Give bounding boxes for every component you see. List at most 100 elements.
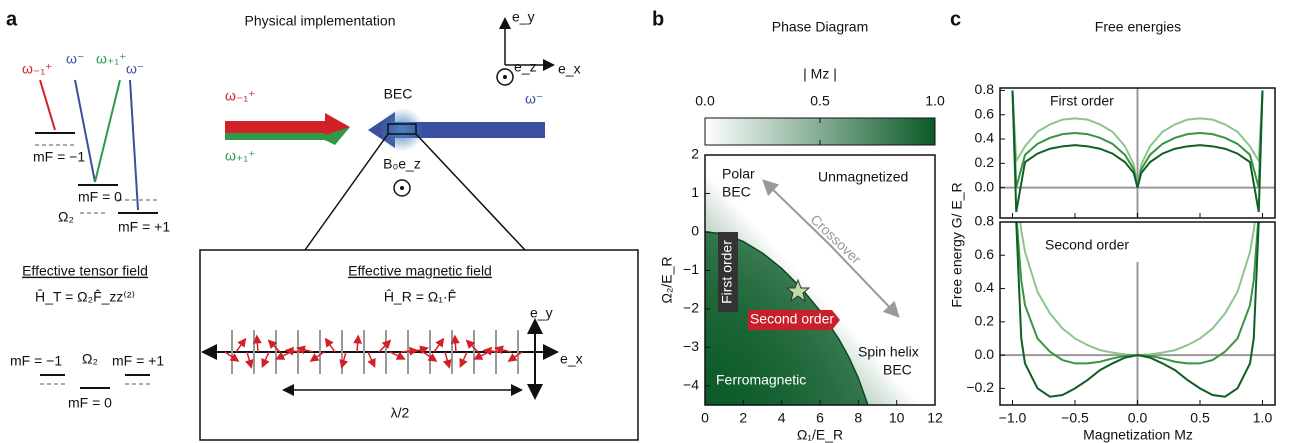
x-tick-label: 10 xyxy=(889,410,905,426)
zoom-line xyxy=(304,133,389,251)
transition xyxy=(129,79,139,211)
axis-label: e_x xyxy=(558,61,581,77)
level-label: mF = 0 xyxy=(68,395,112,411)
spin xyxy=(224,351,240,362)
panel-label: b xyxy=(652,8,664,30)
beam-label: ω₋₁⁺ xyxy=(225,88,255,104)
axis-label: e_y xyxy=(512,9,535,25)
chart-title: Phase Diagram xyxy=(772,19,869,35)
series-group xyxy=(1011,90,1264,213)
out-of-plane xyxy=(503,75,507,79)
level-label: mF = 0 xyxy=(78,189,122,205)
y-tick-label: 0.2 xyxy=(975,154,995,170)
y-tick-label: 2 xyxy=(691,146,699,162)
x-tick-label: 6 xyxy=(816,410,824,426)
x-axis-label: Ω₁/E_R xyxy=(797,427,843,443)
x-tick-label: 0.0 xyxy=(1128,410,1148,426)
spin xyxy=(422,351,438,362)
level-label: mF = +1 xyxy=(112,353,164,369)
line xyxy=(1015,222,1260,398)
colorbar-tick-label: 0.5 xyxy=(810,93,830,109)
spin xyxy=(465,339,479,353)
spin xyxy=(367,351,376,368)
spin xyxy=(252,334,262,353)
line xyxy=(1011,90,1264,213)
panel-title: Physical implementation xyxy=(245,13,396,29)
x-tick-label: −0.5 xyxy=(1061,410,1089,426)
annotation: Polar xyxy=(722,166,755,182)
spin xyxy=(353,334,363,353)
wavelength-label: λ/2 xyxy=(391,405,410,421)
field-label: B₀e_z xyxy=(383,156,421,172)
transition xyxy=(74,79,96,183)
spin xyxy=(433,337,445,353)
subplot-annotation: Second order xyxy=(1045,237,1129,253)
zoom-box xyxy=(387,123,417,135)
spin-array xyxy=(224,330,523,374)
y-tick-label: 0.2 xyxy=(975,313,995,329)
x-axis-label: Magnetization Mz xyxy=(1083,427,1193,443)
omega-label: Ω₂ xyxy=(58,209,74,225)
colorbar-label: | Mz | xyxy=(803,66,837,82)
y-tick-label: 1 xyxy=(691,184,699,200)
spin xyxy=(411,345,429,355)
annotation: First order xyxy=(719,240,735,304)
spin xyxy=(309,351,325,362)
colorbar-tick-label: 0.0 xyxy=(695,93,715,109)
level-label: mF = +1 xyxy=(118,219,170,235)
axis-label: e_x xyxy=(560,351,583,367)
annotation: Ferromagnetic xyxy=(716,372,806,388)
x-tick-label: 1.0 xyxy=(1253,410,1273,426)
axis-label: e_z xyxy=(514,59,537,75)
spin xyxy=(339,351,349,369)
tensor-formula: Ĥ_T = Ω₂F̂_zz⁽²⁾ xyxy=(35,288,135,304)
beam-label: ω⁻ xyxy=(66,51,84,67)
out-of-plane xyxy=(393,179,411,197)
star xyxy=(785,278,811,303)
label-box xyxy=(718,232,738,312)
box-formula: Ĥ_R = Ω₁·F̂ xyxy=(384,288,456,304)
beam-label: ω₋₁⁺ xyxy=(22,61,52,77)
chart-title: Free energies xyxy=(1095,19,1181,35)
x-tick-label: 12 xyxy=(927,410,943,426)
series-group xyxy=(1015,222,1260,398)
level-label: mF = −1 xyxy=(10,353,62,369)
spin xyxy=(507,351,523,362)
tensor-title: Effective tensor field xyxy=(22,263,148,279)
subplot-annotation: First order xyxy=(1050,93,1114,109)
panel-label: c xyxy=(950,8,961,30)
y-tick-label: 0.8 xyxy=(975,81,995,97)
beam xyxy=(225,113,350,141)
y-axis-label: Free energy G/ E_R xyxy=(949,182,965,307)
x-tick-label: 0.5 xyxy=(1190,410,1210,426)
spin xyxy=(459,351,468,368)
out-of-plane xyxy=(400,186,404,190)
panel-label: a xyxy=(6,8,18,30)
spin xyxy=(442,351,452,369)
transition xyxy=(39,79,56,131)
x-tick-label: −1.0 xyxy=(999,410,1027,426)
x-tick-label: 0 xyxy=(701,410,709,426)
beam-label: ω₊₁⁺ xyxy=(225,148,255,164)
spin xyxy=(324,337,336,353)
bec xyxy=(380,108,424,152)
crossover-arrow xyxy=(762,179,831,246)
beam xyxy=(225,127,350,145)
y-tick-label: 0.4 xyxy=(975,279,995,295)
spin xyxy=(378,339,392,353)
y-axis-label: Ω₂/E_R xyxy=(659,256,675,303)
beam-label: ω⁻ xyxy=(126,61,144,77)
zoom-line xyxy=(415,133,526,251)
annotation: Second order xyxy=(750,311,834,327)
y-tick-label: 0.6 xyxy=(975,246,995,262)
x-tick-label: 8 xyxy=(854,410,862,426)
level-label: mF = −1 xyxy=(33,149,85,165)
y-tick-label: 0.0 xyxy=(975,346,995,362)
annotation: Spin helix xyxy=(858,344,919,360)
y-tick-label: −0.2 xyxy=(966,379,994,395)
y-tick-label: 0.8 xyxy=(975,213,995,229)
spin xyxy=(261,351,270,368)
spin xyxy=(389,351,406,360)
spin xyxy=(450,334,460,353)
omega-label: Ω₂ xyxy=(82,351,98,367)
